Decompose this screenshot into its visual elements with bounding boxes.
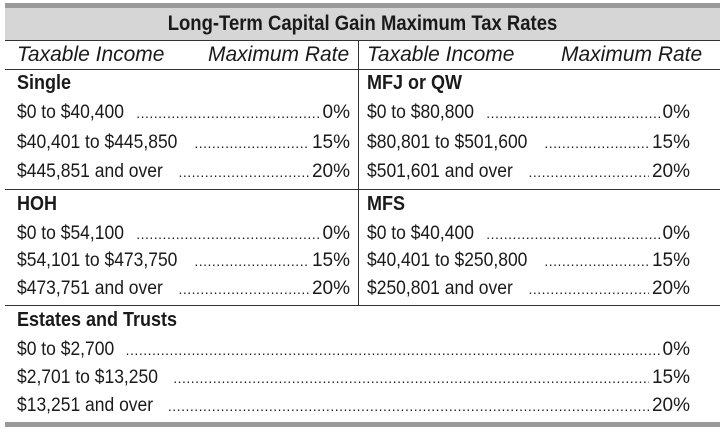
section-mfs-label: MFS — [367, 193, 405, 215]
table-row: $0 to $80,800 ..........................… — [367, 100, 690, 126]
tax-rate: 20% — [311, 161, 350, 182]
table-row: $501,601 and over ......................… — [367, 159, 690, 185]
title-divider — [5, 40, 720, 41]
leader-dots: ........................................… — [178, 164, 309, 180]
income-range: $13,251 and over — [17, 395, 154, 416]
leader-dots: ........................................… — [528, 281, 649, 297]
leader-dots: ........................................… — [167, 398, 649, 414]
income-range: $80,801 to $501,600 — [367, 132, 528, 153]
tax-rate: 0% — [322, 102, 350, 123]
leader-dots: ........................................… — [173, 370, 649, 386]
table-row: $80,801 to $501,600 ....................… — [367, 130, 690, 156]
tax-rate: 0% — [322, 223, 350, 244]
section-divider-1 — [5, 189, 720, 190]
income-range: $0 to $40,400 — [367, 223, 474, 244]
leader-dots: ........................................… — [136, 226, 320, 242]
tax-rate: 15% — [651, 367, 690, 388]
table-title: Long-Term Capital Gain Maximum Tax Rates — [167, 12, 558, 35]
income-range: $0 to $2,700 — [17, 339, 115, 360]
table-row: $473,751 and over ......................… — [17, 276, 350, 302]
section-divider-2 — [5, 305, 720, 306]
leader-dots: ........................................… — [178, 281, 309, 297]
table-row: $54,101 to $473,750 ....................… — [17, 248, 350, 274]
leader-dots: ........................................… — [194, 253, 309, 269]
tax-rate: 0% — [662, 223, 690, 244]
income-range: $473,751 and over — [17, 278, 163, 299]
leader-dots: ........................................… — [194, 135, 309, 151]
header-right-rate: Maximum Rate — [561, 43, 703, 66]
table-row: $0 to $40,400 ..........................… — [367, 221, 690, 247]
tax-rate: 20% — [311, 278, 350, 299]
column-divider — [358, 41, 359, 305]
income-range: $40,401 to $445,850 — [17, 132, 178, 153]
tax-rate: 20% — [651, 161, 690, 182]
income-range: $445,851 and over — [17, 161, 163, 182]
table-row: $250,801 and over ......................… — [367, 276, 690, 302]
table-row: $40,401 to $445,850 ....................… — [17, 130, 350, 156]
header-right-income: Taxable Income — [367, 43, 515, 66]
income-range: $2,701 to $13,250 — [17, 367, 158, 388]
table-row: $445,851 and over ......................… — [17, 159, 350, 185]
section-hoh-label: HOH — [17, 193, 58, 215]
leader-dots: ........................................… — [486, 226, 659, 242]
tax-rate: 15% — [311, 250, 350, 271]
income-range: $0 to $80,800 — [367, 102, 474, 123]
income-range: $54,101 to $473,750 — [17, 250, 178, 271]
tax-rate: 15% — [651, 250, 690, 271]
top-rule — [5, 3, 720, 8]
income-range: $40,401 to $250,800 — [367, 250, 528, 271]
leader-dots: ........................................… — [486, 105, 659, 121]
table-row: $0 to $40,400 ..........................… — [17, 100, 350, 126]
table-row: $13,251 and over .......................… — [17, 393, 690, 419]
income-range: $250,801 and over — [367, 278, 513, 299]
income-range: $501,601 and over — [367, 161, 513, 182]
section-single-label: Single — [17, 72, 72, 94]
income-range: $0 to $40,400 — [17, 102, 124, 123]
table-row: $2,701 to $13,250 ......................… — [17, 365, 690, 391]
tax-rate: 20% — [651, 395, 690, 416]
header-divider — [5, 69, 720, 70]
leader-dots: ........................................… — [125, 342, 660, 358]
title-band — [5, 8, 720, 40]
table-row: $40,401 to $250,800 ....................… — [367, 248, 690, 274]
header-left-rate: Maximum Rate — [208, 43, 350, 66]
tax-rate: 20% — [651, 278, 690, 299]
income-range: $0 to $54,100 — [17, 223, 124, 244]
table-row: $0 to $2,700 ...........................… — [17, 337, 690, 363]
tax-rate: 0% — [662, 339, 690, 360]
leader-dots: ........................................… — [544, 135, 649, 151]
tax-rate: 15% — [311, 132, 350, 153]
section-estates-label: Estates and Trusts — [17, 309, 178, 331]
tax-rate: 15% — [651, 132, 690, 153]
bottom-rule — [5, 422, 720, 427]
section-mfj-label: MFJ or QW — [367, 72, 462, 94]
tax-rate: 0% — [662, 102, 690, 123]
leader-dots: ........................................… — [544, 253, 649, 269]
table-row: $0 to $54,100 ..........................… — [17, 221, 350, 247]
header-left-income: Taxable Income — [17, 43, 165, 66]
leader-dots: ........................................… — [136, 105, 320, 121]
leader-dots: ........................................… — [528, 164, 649, 180]
